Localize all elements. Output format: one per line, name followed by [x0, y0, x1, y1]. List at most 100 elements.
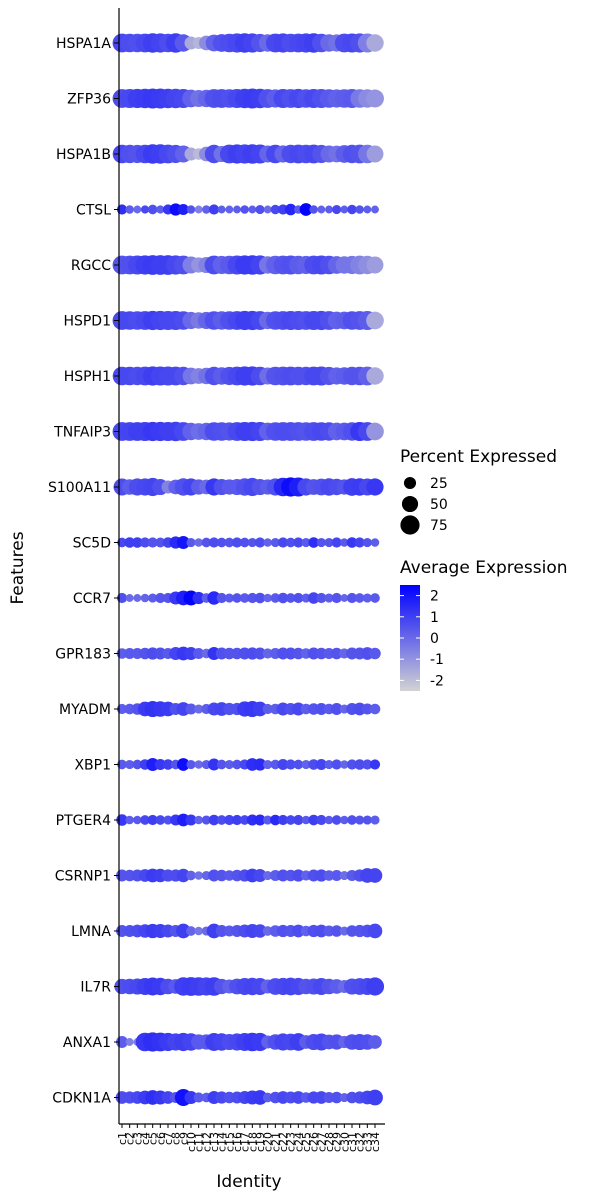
expression-dot [147, 814, 158, 826]
expression-dot [292, 647, 305, 660]
expression-dot [331, 759, 342, 770]
color-legend-label: -2 [430, 673, 444, 689]
expression-dot [330, 703, 343, 715]
expression-dot [301, 759, 311, 770]
cluster-label: c6 [154, 1132, 167, 1145]
expression-dot [147, 204, 158, 215]
expression-dot [363, 205, 372, 214]
expression-dot [208, 537, 220, 548]
expression-dot [247, 592, 258, 604]
expression-dot [308, 759, 319, 770]
expression-dot [156, 205, 165, 214]
expression-dot [340, 538, 349, 547]
expression-dot [331, 815, 342, 825]
expression-dot [216, 759, 227, 770]
expression-dot [147, 537, 158, 548]
expression-dot [194, 926, 203, 936]
expression-dot [253, 758, 267, 771]
expression-dot [252, 701, 268, 717]
expression-dot [125, 205, 134, 214]
expression-dot [277, 814, 289, 826]
expression-dot [270, 593, 281, 603]
y-axis-title: Features [8, 531, 28, 604]
expression-dot [324, 815, 334, 825]
expression-dot [277, 592, 289, 604]
cluster-label: c27 [315, 1132, 328, 1152]
expression-dot [309, 205, 318, 214]
expression-dot [263, 759, 273, 770]
cluster-label: c9 [177, 1132, 190, 1145]
size-legend: Percent Expressed 25 50 75 [400, 447, 557, 535]
expression-dot [284, 203, 297, 216]
cluster-label: c20 [262, 1132, 275, 1152]
expression-dot [140, 593, 150, 603]
expression-dot [139, 537, 151, 548]
expression-dot [215, 869, 228, 882]
expression-dot [185, 703, 197, 715]
size-legend-dot [401, 495, 419, 513]
cluster-label: c24 [292, 1132, 305, 1152]
expression-dot [324, 759, 334, 770]
expression-dot [124, 647, 136, 660]
expression-dot [133, 815, 142, 825]
expression-dot [231, 814, 243, 826]
expression-dot [154, 647, 167, 660]
expression-dot [315, 758, 327, 771]
expression-dot [362, 593, 372, 603]
expression-dot [177, 758, 190, 771]
expression-dot [323, 870, 335, 881]
expression-dot [155, 815, 166, 825]
gene-label: CTSL [76, 203, 111, 219]
expression-dot [324, 537, 334, 548]
expression-dot [201, 815, 211, 825]
cluster-label: c13 [208, 1132, 221, 1152]
cluster-label: c4 [139, 1132, 152, 1145]
cluster-label: c11 [193, 1132, 206, 1152]
expression-dot [263, 593, 272, 603]
expression-dot [367, 1089, 383, 1106]
expression-dot [194, 815, 203, 825]
gene-label: SC5D [73, 536, 111, 552]
expression-dot [262, 703, 273, 715]
expression-dot [186, 870, 196, 881]
expression-dot [339, 1092, 349, 1103]
expression-dot [239, 537, 250, 548]
expression-dot [154, 758, 166, 771]
gene-label: HSPA1B [56, 147, 111, 163]
expression-dot [347, 815, 357, 825]
expression-dot [224, 759, 234, 770]
expression-dot [125, 815, 134, 825]
expression-dot [354, 537, 365, 548]
expression-dot [270, 814, 281, 826]
expression-dot [316, 537, 326, 548]
expression-dot [185, 814, 197, 826]
gene-label: MYADM [59, 702, 111, 718]
expression-dot [365, 977, 385, 996]
expression-dot [308, 814, 319, 826]
cluster-label: c2 [124, 1132, 137, 1145]
gene-label: ZFP36 [67, 92, 111, 108]
expression-dot [325, 205, 333, 214]
size-legend-label: 75 [430, 518, 448, 534]
gene-label: TNFAIP3 [53, 425, 111, 441]
expression-dot [362, 815, 372, 825]
cluster-label: c34 [369, 1132, 382, 1152]
expression-dot [133, 205, 142, 214]
expression-dot [270, 759, 281, 770]
color-legend-bar [400, 585, 420, 691]
expression-dot [371, 205, 379, 214]
cluster-label: c32 [354, 1132, 367, 1152]
gene-label: HSPA1A [56, 36, 111, 52]
cluster-label: c30 [338, 1132, 351, 1152]
expression-dot [330, 925, 343, 937]
size-legend-dot [400, 515, 420, 535]
cluster-label: c10 [185, 1132, 198, 1152]
expression-dot [293, 759, 304, 770]
cluster-label: c5 [147, 1132, 160, 1145]
expression-dot [240, 205, 249, 214]
expression-dot [346, 759, 358, 770]
expression-dot [293, 537, 304, 548]
expression-dot [254, 592, 266, 604]
expression-dot [331, 869, 343, 882]
cluster-label: c25 [300, 1132, 313, 1152]
